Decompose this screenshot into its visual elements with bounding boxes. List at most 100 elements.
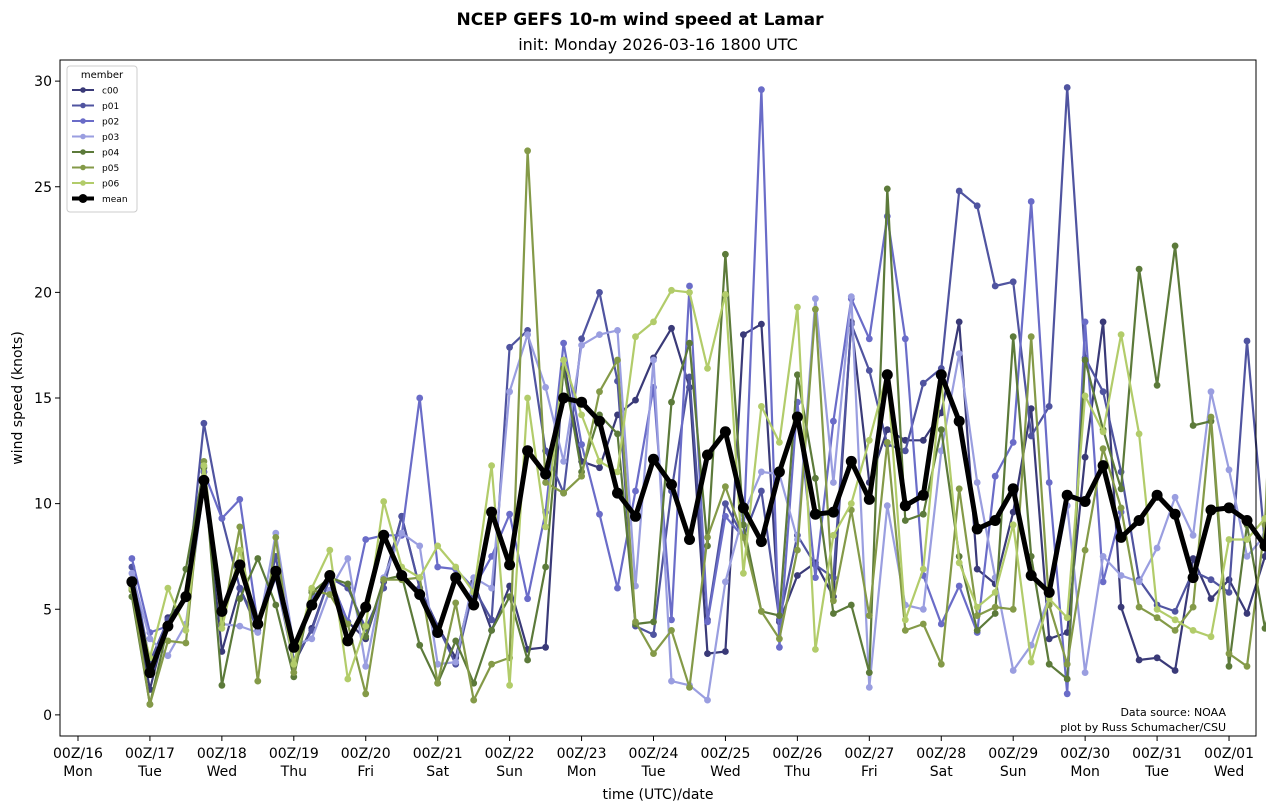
data-point-mean [755,536,767,548]
data-point-p04 [973,627,981,634]
data-point-p02 [524,595,531,603]
data-point-p06 [704,365,711,372]
data-point-p02 [362,536,370,543]
data-point-p02 [578,441,585,448]
data-point-p04 [794,371,801,379]
data-point-mean [899,500,911,512]
x-tick-day: Mon [63,764,93,780]
x-tick-label: 00Z/18 [197,746,247,762]
x-tick-day: Tue [1144,764,1169,780]
data-point-p04 [1117,485,1125,493]
x-tick-label: 00Z/17 [125,746,175,762]
data-point-p02 [704,618,711,626]
x-tick-day: Mon [1070,764,1100,780]
data-point-p01 [901,447,909,455]
data-point-mean [216,605,228,617]
data-point-mean [935,369,947,381]
data-point-p05 [236,523,244,531]
data-point-p06 [1135,430,1143,438]
data-point-p01 [1099,388,1107,396]
legend-marker-p05 [80,164,86,171]
data-point-p05 [146,700,154,708]
data-point-p05 [1189,603,1197,611]
x-tick-day: Thu [783,764,810,780]
x-tick-day: Sat [426,764,449,780]
x-tick-label: 00Z/29 [988,746,1038,762]
data-point-mean [881,369,893,381]
data-point-c00 [955,318,963,326]
legend-marker-p03 [80,133,86,140]
data-point-p06 [1063,614,1071,622]
x-tick-label: 00Z/01 [1204,746,1254,762]
x-tick-label: 00Z/22 [485,746,535,762]
data-point-c00 [883,426,891,434]
data-point-p01 [596,289,603,296]
data-point-mean [288,641,300,653]
data-point-p03 [1099,553,1107,560]
data-point-c00 [1117,603,1125,611]
data-point-p03 [865,684,873,691]
data-point-p04 [1063,675,1071,683]
data-point-p03 [344,555,352,562]
data-point-p06 [1171,616,1179,624]
data-point-p03 [704,696,711,704]
data-point-p06 [1207,633,1215,641]
data-point-c00 [973,565,981,573]
x-tick-label: 00Z/31 [1132,746,1182,762]
data-point-p05 [488,660,495,668]
data-point-p02 [1099,578,1107,586]
data-point-p01 [991,282,999,290]
data-point-c00 [937,409,945,417]
x-tick-label: 00Z/20 [341,746,391,762]
data-point-p03 [398,529,406,537]
data-point-p04 [416,641,424,649]
data-point-p05 [164,637,172,645]
data-point-p05 [650,650,657,657]
data-point-p04 [524,656,531,664]
credits: Data source: NOAA plot by Russ Schumache… [1060,706,1226,734]
data-point-p06 [740,569,747,577]
data-point-p01 [1225,589,1233,596]
data-point-p05 [614,356,621,364]
data-point-p01 [236,584,244,592]
legend-label-c00: c00 [102,87,119,97]
data-point-p01 [722,500,729,507]
legend-marker-p01 [80,102,86,109]
legend-marker-p04 [80,149,86,155]
data-point-mean [126,576,138,588]
data-point-p06 [326,546,334,554]
data-point-p03 [164,652,172,660]
data-point-p05 [865,612,873,619]
data-point-p03 [830,479,837,486]
data-point-p05 [973,612,981,619]
data-point-p02 [1063,690,1071,698]
data-point-p04 [1153,381,1161,389]
data-point-mean [468,599,480,611]
data-point-p05 [596,388,603,396]
data-point-p06 [236,546,244,554]
data-point-p05 [434,679,442,687]
data-point-p06 [308,584,316,592]
data-point-mean [917,489,929,501]
data-point-p04 [650,618,657,626]
data-point-mean [791,411,803,423]
data-point-p03 [955,350,963,357]
data-point-mean [252,618,264,630]
x-tick-label: 00Z/21 [413,746,463,762]
data-point-mean [989,515,1001,526]
series-p01 [128,84,1266,668]
x-tick-label: 00Z/30 [1060,746,1110,762]
data-point-p06 [290,660,298,668]
data-point-p06 [542,523,549,531]
data-point-mean [360,601,372,613]
data-point-mean [594,415,605,427]
data-point-mean [773,466,785,478]
data-point-p05 [470,696,478,704]
data-point-c00 [1261,553,1266,560]
data-point-p02 [812,574,819,581]
data-point-p05 [524,147,531,155]
data-point-p06 [919,565,927,573]
data-point-p05 [776,635,783,643]
data-point-p05 [560,489,567,497]
data-point-p06 [686,289,693,296]
